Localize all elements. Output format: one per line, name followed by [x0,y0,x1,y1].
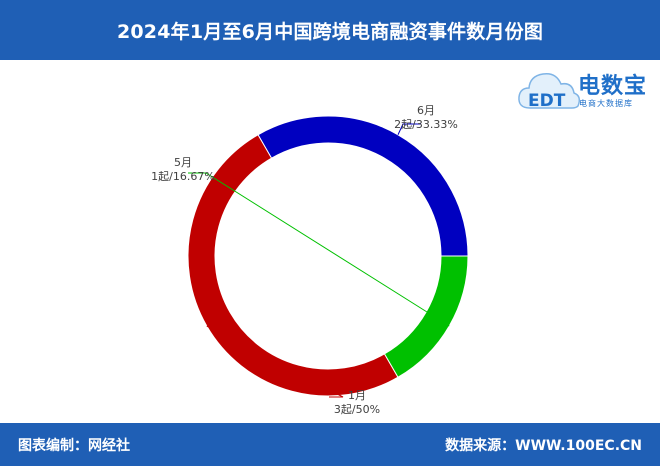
logo-subtitle: 电商大数据库 [579,99,633,108]
logo-mark: EDT [528,91,566,111]
chart-footer: 图表编制：网经社 数据来源：WWW.100EC.CN [0,423,660,466]
donut-slice-0 [257,115,469,257]
cloud-icon: EDT [518,72,581,111]
footer-source: 数据来源：WWW.100EC.CN [445,438,642,454]
footer-compiler: 图表编制：网经社 [18,438,130,454]
leader-line-2 [188,172,450,327]
leader-line-0 [397,123,421,135]
chart-header: 2024年1月至6月中国跨境电商融资事件数月份图 [0,0,660,60]
donut-slice-1 [187,134,399,397]
slice-label-value-1: 3起/50% [334,403,380,416]
leader-line-1 [206,325,344,398]
slice-label-month-0: 6月 [417,104,435,117]
slice-label-month-1: 1月 [348,389,366,402]
chart-title: 2024年1月至6月中国跨境电商融资事件数月份图 [116,20,544,43]
slice-label-month-2: 5月 [174,156,192,169]
logo-name: 电数宝 [578,74,648,99]
slice-label-value-0: 2起/33.33% [394,118,458,131]
donut-slice-2 [383,255,469,378]
slice-label-value-2: 1起/16.67% [151,170,215,183]
brand-logo: EDT 电数宝 电商大数据库 [516,60,656,118]
